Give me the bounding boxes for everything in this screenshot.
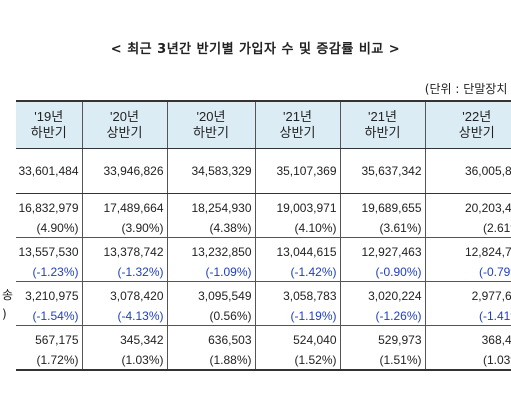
rate-cell: (-1.19%) [254,306,340,326]
table-cell: 3,078,420 [81,281,167,306]
table-cell: 13,232,850 [166,237,255,262]
header-21h1: '21년 상반기 [254,100,340,149]
subscriber-table-wrapper: 송 ) '19년 하반기 '20년 상반기 '20년 하반기 '21년 상반기 '21년… [0,100,511,400]
header-row: '19년 하반기 '20년 상반기 '20년 하반기 '21년 상반기 '21년 하반기 … [16,100,511,149]
table-cell: 36,005,812 [424,148,511,194]
table-title: < 최근 3년간 반기별 가입자 수 및 증감률 비교 > [110,42,401,57]
header-21h2: '21년 하반기 [339,100,425,149]
rate-cell: (1.88%) [166,350,255,371]
table-cell: 35,107,369 [254,148,340,194]
table-cell: 33,601,484 [16,148,82,194]
rate-cell: (-1.42%) [254,262,340,282]
table-row-r4-rates: (1.72%) (1.03%) (1.88%) (1.52%) (1.51%) … [16,350,511,371]
rate-cell: (-1.26%) [339,306,425,326]
rate-cell: (1.03%) [81,350,167,371]
rate-cell: (4.10%) [254,218,340,238]
subscriber-table: '19년 하반기 '20년 상반기 '20년 하반기 '21년 상반기 '21년 하반기 … [16,100,511,371]
table-cell: 19,003,971 [254,193,340,218]
header-20h2: '20년 하반기 [166,100,255,149]
table-cell: 529,973 [339,325,425,350]
row-label-close: ) [2,307,7,321]
rate-cell: (1.51%) [339,350,425,371]
header-19h2: '19년 하반기 [16,100,82,149]
table-cell: 2,977,656 [424,281,511,306]
table-cell: 567,175 [35,332,79,347]
rate-cell: (-1.23%) [16,262,82,282]
table-cell: 17,489,664 [81,193,167,218]
table-row-total: 33,601,484 33,946,826 34,583,329 35,107,… [16,148,511,194]
table-cell: 35,637,342 [339,148,425,194]
table-cell: 13,378,742 [81,237,167,262]
rate-cell: (-1.09%) [166,262,255,282]
table-row-r3-values: 3,210,975 3,078,420 3,095,549 3,058,783 … [16,281,511,306]
rate-cell: (-0.90%) [339,262,425,282]
table-cell: 345,342 [81,325,167,350]
rate-cell: (1.72%) [16,350,82,371]
rate-cell: (-1.41%) [424,306,511,326]
rate-cell: (2.61%) [424,218,511,238]
table-cell: 33,946,826 [81,148,167,194]
row-label-partial: 송 [2,288,14,302]
header-20h1: '20년 상반기 [81,100,167,149]
rate-cell: (0.56%) [166,306,255,326]
table-cell: 3,058,783 [254,281,340,306]
table-row-r3-rates: (-1.54%) (-4.13%) (0.56%) (-1.19%) (-1.2… [16,306,511,326]
rate-cell: (1.52%) [254,350,340,371]
table-cell: 3,095,549 [166,281,255,306]
unit-note: (단위 : 단말장치 · [424,82,511,96]
table-cell: 19,689,655 [339,193,425,218]
rate-cell: (-4.13%) [81,306,167,326]
table-cell: 3,210,975 [25,288,79,303]
table-cell: 13,557,530 [18,244,79,259]
table-cell: 368,470 [424,325,511,350]
table-cell: 13,044,615 [254,237,340,262]
table-row-r2-rates: (-1.23%) (-1.32%) (-1.09%) (-1.42%) (-0.… [16,262,511,282]
table-row-r2-values: 13,557,530 13,378,742 13,232,850 13,044,… [16,237,511,262]
table-cell: 12,824,705 [424,237,511,262]
rate-cell: (-1.32%) [81,262,167,282]
rate-cell: (1.03%) [424,350,511,371]
rate-cell: (-0.79%) [424,262,511,282]
table-row-r4-values: 567,175 345,342 636,503 524,040 529,973 … [16,325,511,350]
rate-cell: (3.61%) [339,218,425,238]
table-cell: 3,020,224 [339,281,425,306]
table-row-r1-rates: (4.90%) (3.90%) (4.38%) (4.10%) (3.61%) … [16,218,511,238]
table-cell: 18,254,930 [166,193,255,218]
table-cell: 34,583,329 [166,148,255,194]
table-cell: 636,503 [166,325,255,350]
rate-cell: (-1.54%) [16,306,82,326]
table-row-r1-values: 16,832,979 17,489,664 18,254,930 19,003,… [16,193,511,218]
table-cell: 20,203,451 [424,193,511,218]
table-cell: 16,832,979 [18,200,79,215]
rate-cell: (3.90%) [81,218,167,238]
rate-cell: (4.90%) [16,218,82,238]
header-22h1: '22년 상반기 [424,100,511,149]
rate-cell: (4.38%) [166,218,255,238]
table-cell: 12,927,463 [339,237,425,262]
table-cell: 524,040 [254,325,340,350]
